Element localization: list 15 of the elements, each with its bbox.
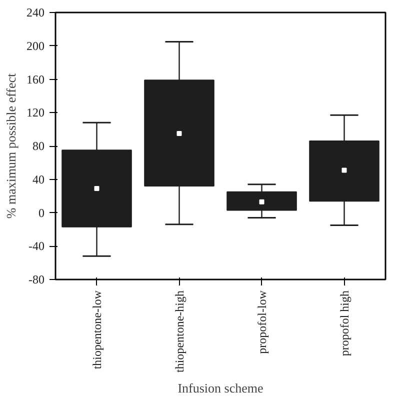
y-tick-label: 120 [26,106,44,120]
x-tick-label: propofol high [337,290,352,356]
y-tick-label: 200 [26,38,44,53]
y-axis-title: % maximum possible effect [4,72,18,219]
y-tick-label: 0 [38,206,44,220]
y-tick-label: -40 [28,239,45,254]
y-tick-label: 160 [26,72,44,86]
x-axis-title: Infusion scheme [178,380,264,396]
y-tick-label: 40 [32,172,44,186]
y-tick-label: 80 [32,139,44,153]
x-tick-label: thiopentone-low [90,290,104,370]
y-tick-label: 240 [26,6,44,20]
y-tick-label: -80 [28,272,45,286]
x-tick-label: thiopentone-high [172,290,186,372]
x-tick-label: propofol-low [254,290,269,354]
